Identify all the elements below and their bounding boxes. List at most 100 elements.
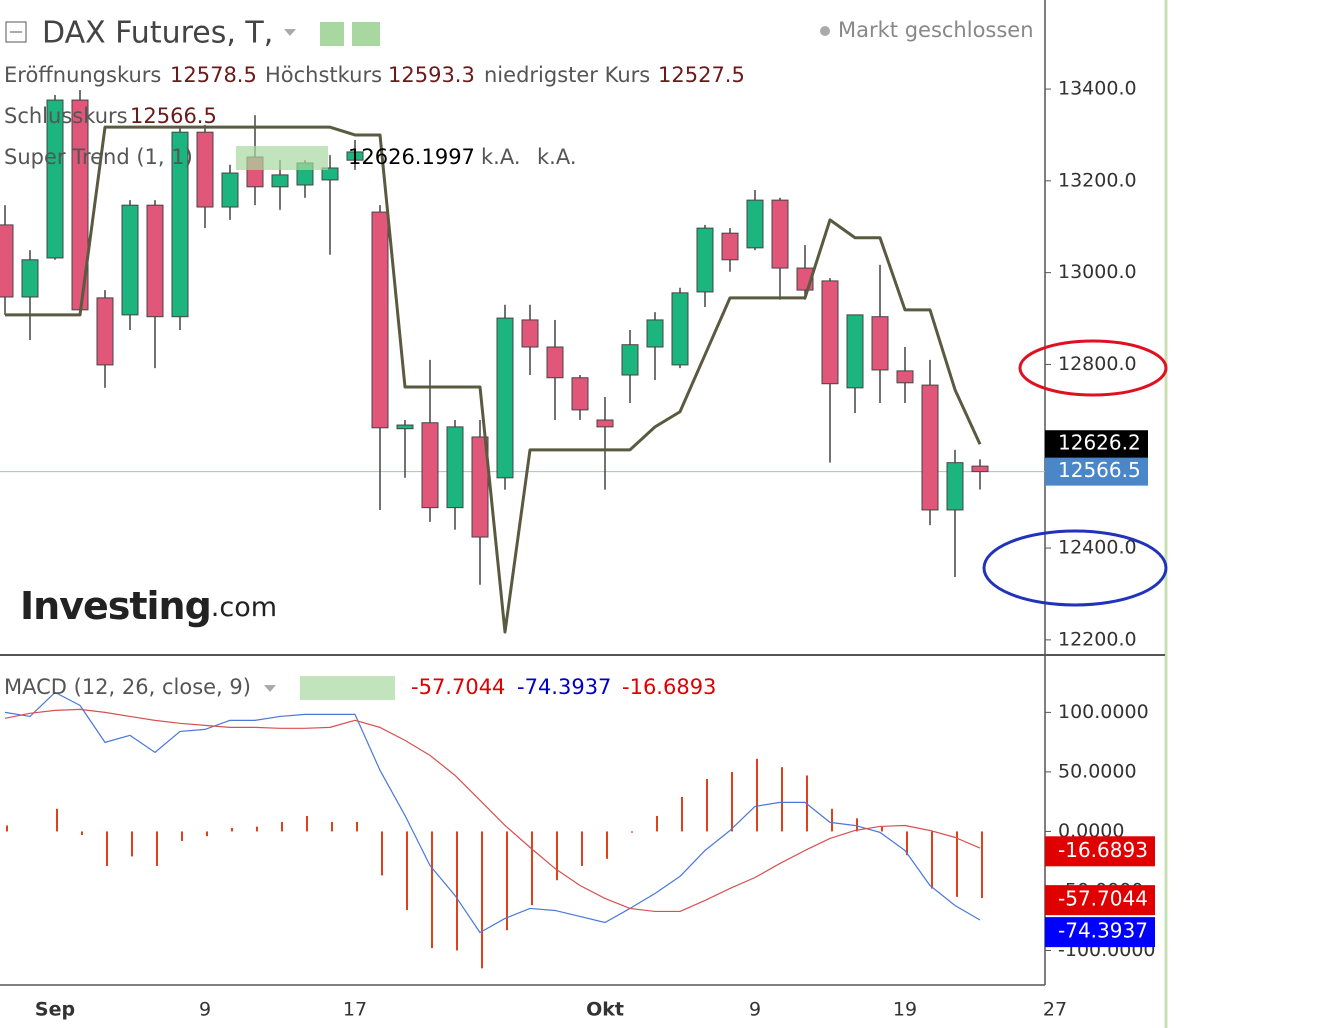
dropdown[interactable] bbox=[284, 29, 296, 36]
value-badge-label: -57.7044 bbox=[1058, 887, 1148, 911]
histogram-bar bbox=[356, 821, 358, 832]
candle-body bbox=[771, 199, 789, 269]
histogram-bar bbox=[381, 831, 383, 876]
overlay: DAX Futures, T, Markt geschlossen Eröffn… bbox=[4, 16, 1168, 700]
histogram-bar bbox=[631, 831, 633, 833]
candle-body bbox=[371, 211, 389, 429]
candle-body bbox=[721, 232, 739, 261]
candle-body bbox=[396, 424, 414, 430]
histogram-bar bbox=[406, 831, 408, 910]
candle-body bbox=[21, 259, 39, 298]
candle-body bbox=[46, 99, 64, 259]
settings-icon[interactable] bbox=[352, 22, 380, 46]
histogram-bar bbox=[131, 831, 133, 857]
candle-body bbox=[821, 280, 839, 385]
legend-value: -74.3937 bbox=[517, 675, 611, 699]
candle-body bbox=[346, 151, 364, 161]
price-badge-label: 12566.5 bbox=[1058, 458, 1141, 482]
macd-title: MACD (12, 26, close, 9) bbox=[4, 675, 251, 699]
candle-body bbox=[546, 346, 564, 379]
annotation-ellipse bbox=[982, 529, 1168, 607]
candle-body bbox=[596, 419, 614, 428]
y-tick-label: 100.0000 bbox=[1058, 701, 1149, 723]
legend-value: -16.6893 bbox=[622, 675, 716, 699]
indicator-icons[interactable] bbox=[236, 146, 328, 170]
histogram-bar bbox=[181, 831, 183, 841]
dropdown[interactable] bbox=[264, 685, 276, 692]
low-value: 12527.5 bbox=[658, 63, 745, 87]
histogram-bar bbox=[581, 831, 583, 866]
candle-body bbox=[921, 384, 939, 511]
histogram-bar bbox=[231, 827, 233, 832]
histogram-bar bbox=[281, 821, 283, 832]
high-value: 12593.3 bbox=[388, 63, 475, 87]
histogram-bar bbox=[831, 808, 833, 832]
x-tick-label: 9 bbox=[199, 999, 211, 1021]
candle-body bbox=[0, 224, 14, 298]
histogram-bar bbox=[931, 831, 933, 889]
candle-body bbox=[646, 319, 664, 348]
candle-body bbox=[946, 462, 964, 511]
value-badge bbox=[1045, 885, 1155, 916]
x-tick-label: 27 bbox=[1043, 999, 1067, 1021]
y-tick-label: 13000.0 bbox=[1058, 261, 1137, 283]
histogram-bar bbox=[506, 831, 508, 931]
histogram-bar bbox=[756, 758, 758, 832]
histogram-bar bbox=[706, 779, 708, 832]
background bbox=[0, 0, 1168, 1028]
candle-body bbox=[121, 204, 139, 316]
histogram-bar bbox=[606, 831, 608, 859]
candle-body bbox=[171, 131, 189, 318]
eye-icon[interactable] bbox=[320, 22, 344, 46]
histogram-bar bbox=[481, 831, 483, 969]
x-tick-label: 9 bbox=[749, 999, 761, 1021]
histogram-bar bbox=[781, 767, 783, 832]
candle-body bbox=[521, 319, 539, 348]
close-label: Schlusskurs bbox=[4, 104, 128, 128]
histogram-bar bbox=[531, 831, 533, 906]
histogram-bar bbox=[656, 815, 658, 832]
legend-value: -57.7044 bbox=[411, 675, 505, 699]
candle-body bbox=[96, 297, 114, 366]
histogram-bar bbox=[956, 831, 958, 897]
candle-body bbox=[896, 370, 914, 384]
candle-body bbox=[221, 172, 239, 208]
macd-line bbox=[4, 691, 981, 934]
candle-body bbox=[496, 317, 514, 479]
candle-body bbox=[621, 344, 639, 376]
value-badge-label: -16.6893 bbox=[1058, 838, 1148, 862]
candle-body bbox=[746, 199, 764, 249]
candle-body bbox=[846, 314, 864, 389]
y-tick-label: 12800.0 bbox=[1058, 353, 1137, 375]
x-tick-label: 17 bbox=[343, 999, 367, 1021]
histogram-bar bbox=[881, 826, 883, 832]
histogram-bar bbox=[981, 831, 983, 899]
candle-body bbox=[196, 131, 214, 208]
collapse-icon[interactable] bbox=[5, 21, 27, 43]
logo-suffix: .com bbox=[211, 592, 277, 623]
macd-icons[interactable] bbox=[300, 676, 395, 700]
histogram-bar bbox=[456, 831, 458, 951]
price-badge bbox=[1045, 457, 1148, 486]
indicator-na: k.A. bbox=[481, 145, 521, 169]
candle-body bbox=[446, 426, 464, 509]
logo-main: Investing bbox=[20, 584, 211, 628]
open-value: 12578.5 bbox=[170, 63, 257, 87]
histogram-bar bbox=[556, 831, 558, 881]
value-badge bbox=[1045, 917, 1155, 948]
candle-body bbox=[421, 422, 439, 509]
y-tick-label: 12200.0 bbox=[1058, 628, 1137, 650]
candle-body bbox=[271, 174, 289, 188]
histogram-bar bbox=[256, 826, 258, 832]
status: Markt geschlossen bbox=[838, 18, 1034, 42]
candle-body bbox=[321, 167, 339, 181]
candle-body bbox=[671, 292, 689, 366]
histogram-bar bbox=[731, 771, 733, 832]
x-tick-label: 19 bbox=[893, 999, 917, 1021]
plot: 12200.012400.012600.012800.013000.013200… bbox=[0, 78, 1156, 1021]
histogram-bar bbox=[106, 831, 108, 866]
histogram-bar bbox=[331, 821, 333, 832]
indicator-label: Super Trend (1, 1) bbox=[4, 145, 193, 169]
candle-body bbox=[471, 436, 489, 538]
